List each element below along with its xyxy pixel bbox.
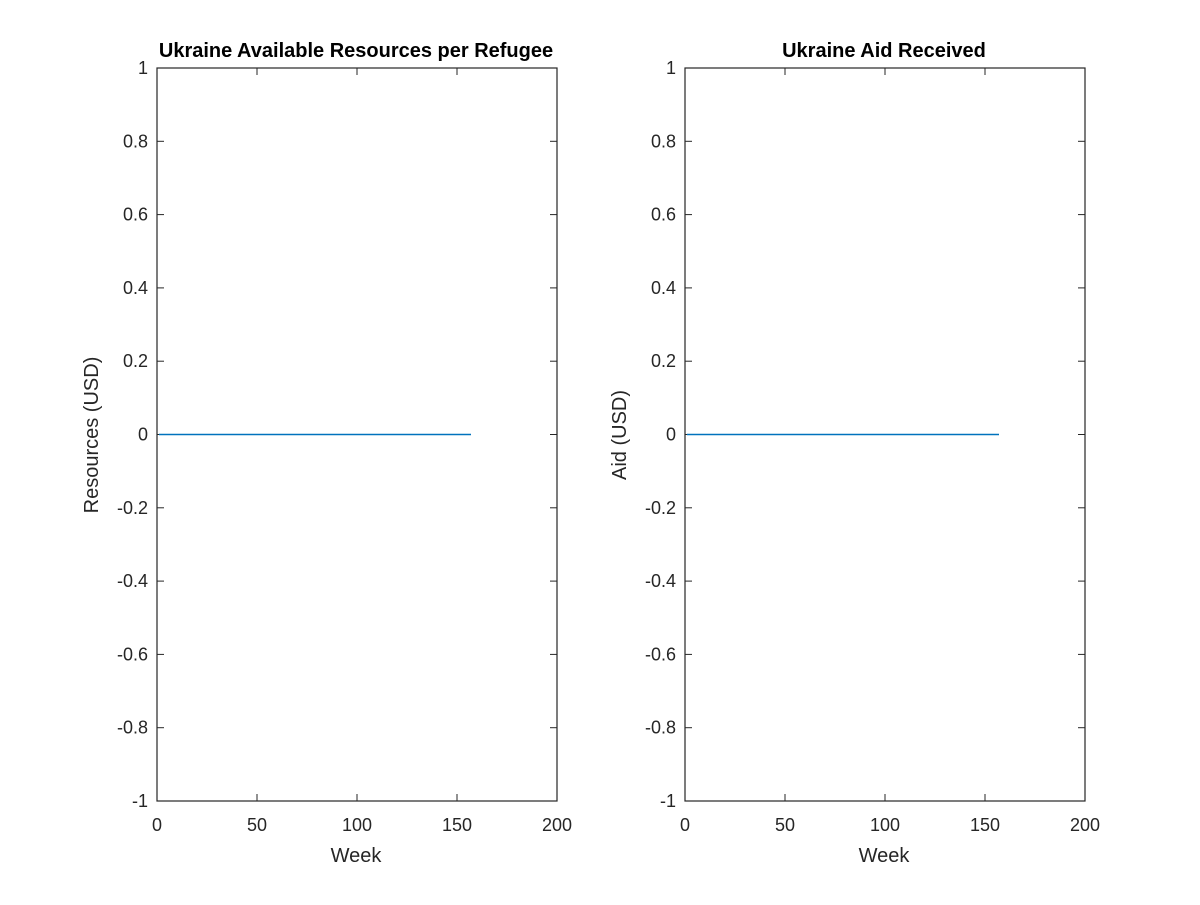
resources-y-tick-label: -0.6 bbox=[117, 644, 148, 664]
resources-y-tick-label: -1 bbox=[132, 791, 148, 811]
aid-y-tick-label: -1 bbox=[660, 791, 676, 811]
resources-y-tick-label: 0.6 bbox=[123, 205, 148, 225]
aid-x-tick-label: 0 bbox=[680, 815, 690, 835]
resources-y-tick-label: 0.2 bbox=[123, 351, 148, 371]
resources-y-tick-label: -0.2 bbox=[117, 498, 148, 518]
aid-x-tick-label: 100 bbox=[870, 815, 900, 835]
resources-x-tick-label: 200 bbox=[542, 815, 572, 835]
aid-y-tick-label: 0.8 bbox=[651, 131, 676, 151]
aid-y-tick-label: -0.8 bbox=[645, 718, 676, 738]
resources-y-tick-label: 1 bbox=[138, 58, 148, 78]
resources-y-tick-label: -0.4 bbox=[117, 571, 148, 591]
aid-y-axis-label: Aid (USD) bbox=[609, 390, 631, 480]
resources-y-tick-label: -0.8 bbox=[117, 718, 148, 738]
resources-x-tick-label: 100 bbox=[342, 815, 372, 835]
resources-axes: Ukraine Available Resources per Refugee … bbox=[81, 40, 572, 867]
aid-y-tick-label: -0.6 bbox=[645, 644, 676, 664]
aid-axes: Ukraine Aid Received Week Aid (USD) 0 50 1… bbox=[609, 40, 1100, 867]
resources-x-axis-label: Week bbox=[331, 845, 383, 867]
aid-y-tick-label: 0 bbox=[666, 425, 676, 445]
aid-y-tick-label: 0.6 bbox=[651, 205, 676, 225]
aid-y-tick-label: 0.2 bbox=[651, 351, 676, 371]
aid-x-tick-label: 50 bbox=[775, 815, 795, 835]
resources-y-tick-label: 0 bbox=[138, 425, 148, 445]
aid-y-tick-label: 1 bbox=[666, 58, 676, 78]
aid-y-tick-label: -0.2 bbox=[645, 498, 676, 518]
resources-chart-title: Ukraine Available Resources per Refugee bbox=[159, 40, 553, 62]
resources-x-tick-label: 0 bbox=[152, 815, 162, 835]
aid-y-tick-label: -0.4 bbox=[645, 571, 676, 591]
resources-x-tick-label: 150 bbox=[442, 815, 472, 835]
aid-x-tick-label: 200 bbox=[1070, 815, 1100, 835]
resources-y-tick-label: 0.8 bbox=[123, 131, 148, 151]
resources-y-tick-label: 0.4 bbox=[123, 278, 148, 298]
aid-x-axis-label: Week bbox=[859, 845, 911, 867]
aid-x-tick-label: 150 bbox=[970, 815, 1000, 835]
resources-x-tick-label: 50 bbox=[247, 815, 267, 835]
aid-y-tick-label: 0.4 bbox=[651, 278, 676, 298]
aid-chart-title: Ukraine Aid Received bbox=[782, 40, 986, 62]
resources-y-axis-label: Resources (USD) bbox=[81, 357, 103, 514]
